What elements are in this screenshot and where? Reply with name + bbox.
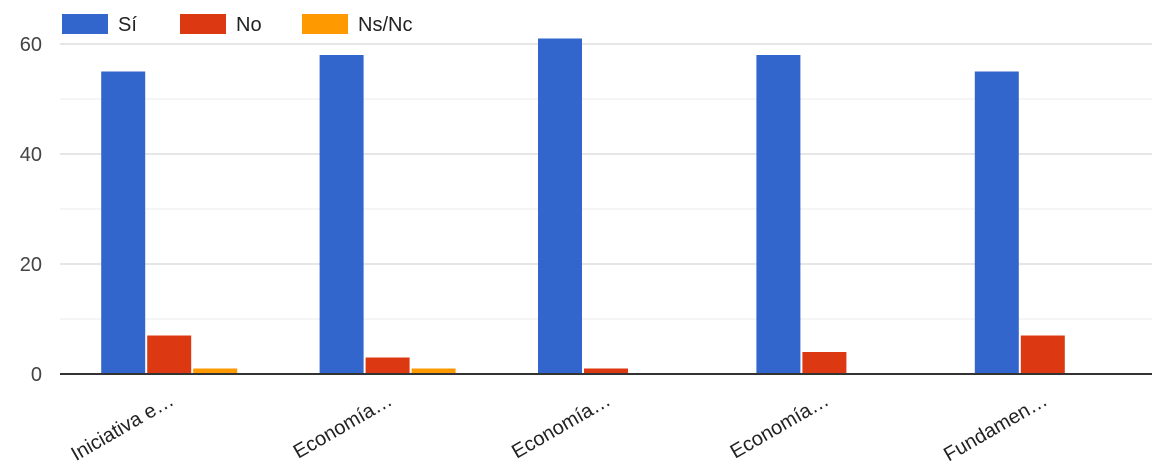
y-tick-label: 20 — [20, 254, 42, 276]
bar-no[interactable] — [584, 368, 628, 375]
gridlines — [60, 43, 1152, 320]
legend-swatch — [180, 14, 226, 34]
bars — [101, 38, 1065, 375]
bar-no[interactable] — [802, 352, 847, 374]
y-tick-label: 60 — [20, 34, 42, 56]
y-tick-label: 40 — [20, 144, 42, 166]
bar-no[interactable] — [1020, 335, 1065, 375]
x-category-label: Economía… — [727, 389, 833, 463]
legend-label[interactable]: No — [236, 14, 262, 36]
y-tick-label: 0 — [31, 364, 42, 386]
y-axis-ticks: 0 20 40 60 — [20, 34, 42, 386]
legend[interactable]: Sí No Ns/Nc — [62, 14, 412, 36]
legend-label[interactable]: Ns/Nc — [358, 14, 412, 36]
legend-swatch — [62, 14, 108, 34]
x-category-label: Economía… — [290, 389, 396, 463]
bar-si[interactable] — [319, 55, 364, 374]
bar-no[interactable] — [365, 357, 410, 375]
legend-swatch — [302, 14, 348, 34]
x-axis-labels: Iniciativa e… Economía… Economía… Economía…… — [68, 389, 1052, 466]
bar-no[interactable] — [147, 335, 192, 375]
bar-nsnc[interactable] — [193, 368, 238, 375]
legend-label[interactable]: Sí — [118, 14, 137, 36]
x-category-label: Fundamen… — [940, 389, 1051, 466]
bar-si[interactable] — [756, 55, 801, 374]
bar-si[interactable] — [538, 38, 582, 375]
x-category-label: Iniciativa e… — [68, 389, 178, 465]
bar-nsnc[interactable] — [411, 368, 456, 375]
x-category-label: Economía… — [508, 389, 614, 463]
bar-si[interactable] — [974, 71, 1019, 375]
bar-si[interactable] — [101, 71, 146, 375]
